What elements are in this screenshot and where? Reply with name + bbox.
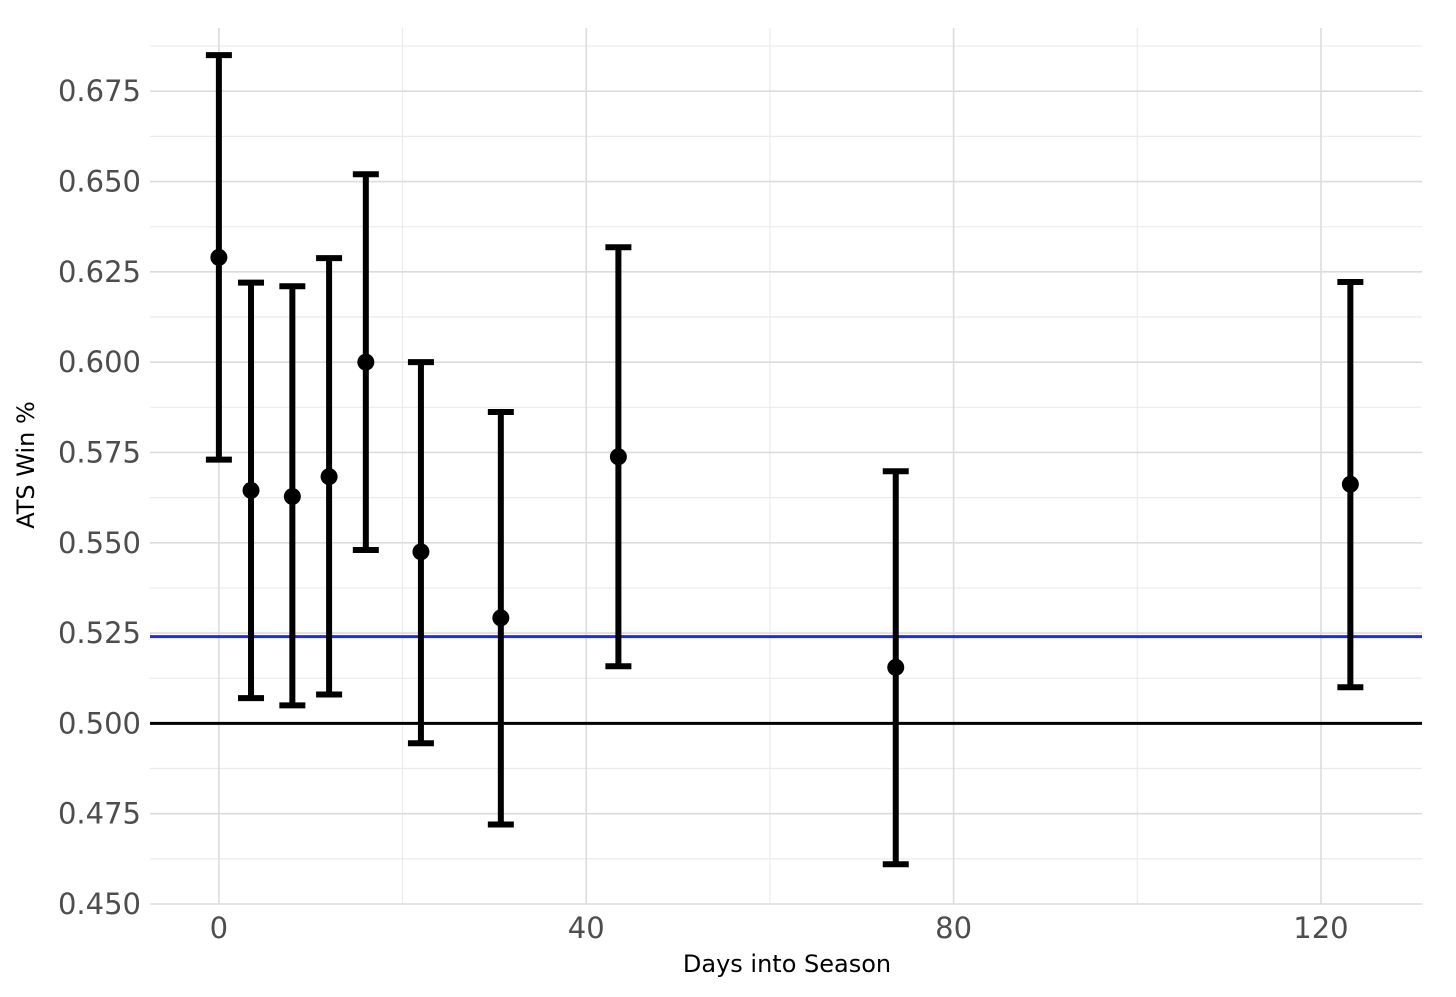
- reference-lines: [150, 635, 1422, 725]
- x-axis-tick-labels: 0 40 80 120: [210, 911, 1349, 945]
- data-point: [242, 481, 260, 499]
- data-point: [210, 248, 228, 266]
- y-tick-label: 0.625: [58, 255, 141, 289]
- y-axis-title: ATS Win %: [12, 401, 40, 529]
- y-tick-label: 0.500: [58, 706, 141, 740]
- y-axis-tick-labels: 0.450 0.475 0.500 0.525 0.550 0.575 0.600 0.625…: [58, 74, 141, 921]
- y-tick-label: 0.475: [58, 797, 141, 831]
- y-tick-label: 0.525: [58, 616, 141, 650]
- y-tick-label: 0.550: [58, 526, 141, 560]
- y-tick-label: 0.600: [58, 345, 141, 379]
- data-point: [609, 448, 627, 466]
- minor-gridlines: [150, 28, 1422, 904]
- data-point: [1341, 475, 1359, 493]
- data-point: [357, 353, 375, 371]
- major-gridlines: [150, 28, 1422, 905]
- x-axis-title: Days into Season: [683, 950, 891, 978]
- y-tick-label: 0.575: [58, 435, 141, 469]
- data-point: [492, 609, 510, 627]
- x-tick-label: 120: [1293, 911, 1348, 945]
- data-point: [283, 488, 301, 506]
- x-tick-label: 40: [568, 911, 605, 945]
- data-point: [320, 468, 338, 486]
- data-point: [887, 658, 905, 676]
- x-tick-label: 80: [935, 911, 972, 945]
- x-tick-label: 0: [210, 911, 228, 945]
- data-point: [412, 543, 430, 561]
- y-tick-label: 0.675: [58, 74, 141, 108]
- y-tick-label: 0.450: [58, 887, 141, 921]
- y-tick-label: 0.650: [58, 165, 141, 199]
- error-bars: [205, 52, 1364, 868]
- data-points: [210, 248, 1359, 676]
